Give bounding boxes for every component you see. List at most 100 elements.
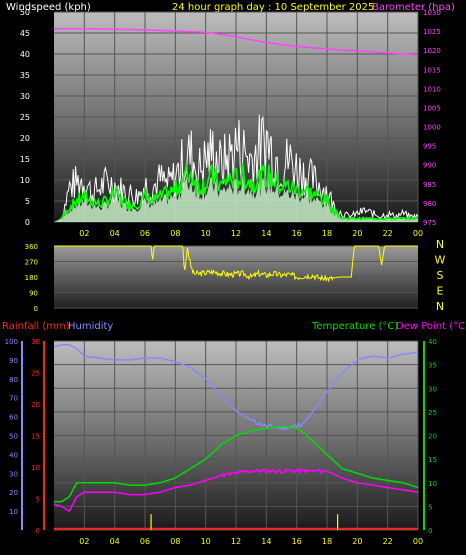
temp-tick-label: 20 — [428, 433, 437, 441]
wind-x-tick-label: 22 — [383, 229, 393, 238]
direction-tick-label: 270 — [25, 259, 38, 267]
wind-x-tick-label: 00 — [413, 229, 423, 238]
humidity-tick-label: 30 — [9, 470, 18, 478]
barometer-tick-label: 1030 — [423, 9, 441, 17]
rain-tick-label: 20 — [31, 401, 40, 409]
wind-x-tick-label: 16 — [292, 229, 302, 238]
dewpoint-label: Dew Point (°C) — [396, 321, 466, 332]
wind-left-tick-label: 10 — [20, 176, 30, 185]
wind-x-tick-label: 02 — [79, 229, 89, 238]
direction-tick-label: 0 — [34, 305, 38, 313]
wind-gust-series — [59, 114, 419, 222]
wind-x-tick-label: 18 — [322, 229, 332, 238]
rainfall-label: Rainfall (mm) — [2, 321, 70, 332]
temp-x-tick-label: 16 — [292, 537, 302, 546]
wind-x-tick-label: 12 — [231, 229, 241, 238]
wind-left-tick-label: 15 — [20, 155, 30, 164]
direction-tick-label: 180 — [25, 274, 38, 282]
temp-x-tick-label: 14 — [261, 537, 271, 546]
humidity-tick-label: 90 — [9, 357, 18, 365]
wind-x-tick-label: 04 — [110, 229, 120, 238]
compass-label: W — [435, 254, 446, 267]
rain-tick-label: 0 — [36, 527, 40, 535]
temp-tick-label: 30 — [428, 385, 437, 393]
wind-left-tick-label: 25 — [20, 113, 30, 122]
wind-x-tick-label: 08 — [170, 229, 180, 238]
temp-x-tick-label: 02 — [79, 537, 89, 546]
direction-tick-label: 90 — [29, 290, 38, 298]
rain-tick-label: 5 — [36, 496, 40, 504]
wind-left-tick-label: 5 — [25, 197, 30, 206]
humidity-tick-label: 60 — [9, 414, 18, 422]
temperature-label: Temperature (°C) — [311, 321, 398, 332]
temp-tick-label: 10 — [428, 480, 437, 488]
humidity-tick-label: 50 — [9, 433, 18, 441]
temp-tick-label: 15 — [428, 456, 437, 464]
humidity-series — [53, 344, 419, 432]
humidity-tick-label: 70 — [9, 395, 18, 403]
barometer-series — [54, 28, 419, 56]
wind-x-tick-label: 06 — [140, 229, 150, 238]
barometer-tick-label: 1025 — [423, 28, 441, 36]
barometer-tick-label: 1000 — [423, 124, 441, 132]
temp-x-tick-label: 06 — [140, 537, 150, 546]
rain-tick-label: 15 — [31, 433, 40, 441]
temp-tick-label: 5 — [428, 503, 432, 511]
temp-x-tick-label: 20 — [352, 537, 362, 546]
wind-x-tick-label: 14 — [261, 229, 271, 238]
compass-label: E — [437, 285, 444, 298]
barometer-tick-label: 980 — [423, 200, 436, 208]
temp-x-tick-label: 04 — [110, 537, 120, 546]
windspeed-label: Windspeed (kph) — [6, 2, 91, 13]
barometer-tick-label: 1015 — [423, 66, 441, 74]
rain-tick-label: 10 — [31, 464, 40, 472]
temp-tick-label: 35 — [428, 362, 437, 370]
barometer-label: Barometer (hpa) — [372, 2, 455, 13]
barometer-tick-label: 975 — [423, 219, 436, 227]
compass-label: N — [436, 238, 444, 251]
barometer-tick-label: 1010 — [423, 85, 441, 93]
temp-x-tick-label: 10 — [201, 537, 211, 546]
humidity-tick-label: 20 — [9, 489, 18, 497]
temp-humidity-chart: 0510152025303540102030405060708090100051… — [5, 338, 437, 546]
humidity-tick-label: 100 — [5, 338, 18, 346]
graph-title: 24 hour graph day : 10 September 2025 — [172, 2, 374, 13]
wind-left-tick-label: 0 — [25, 218, 30, 227]
temp-x-tick-label: 08 — [170, 537, 180, 546]
rain-tick-label: 30 — [31, 338, 40, 346]
temp-x-tick-label: 00 — [413, 537, 423, 546]
temperature-series — [54, 425, 419, 503]
compass-label: S — [437, 269, 444, 282]
barometer-tick-label: 985 — [423, 181, 436, 189]
wind-left-tick-label: 30 — [20, 92, 30, 101]
wind-x-tick-label: 20 — [352, 229, 362, 238]
humidity-tick-label: 40 — [9, 451, 18, 459]
wind-left-tick-label: 35 — [20, 71, 30, 80]
rain-tick-label: 25 — [31, 370, 40, 378]
wind-barometer-chart: 0510152025303540455097598098599099510001… — [20, 8, 441, 238]
dewpoint-series — [53, 467, 419, 513]
wind-left-tick-label: 20 — [20, 134, 30, 143]
humidity-tick-label: 80 — [9, 376, 18, 384]
temp-tick-label: 25 — [428, 409, 437, 417]
compass-label: N — [436, 300, 444, 313]
direction-series — [54, 245, 418, 283]
direction-tick-label: 360 — [25, 243, 38, 251]
humidity-tick-label: 10 — [9, 508, 18, 516]
wind-left-tick-label: 50 — [20, 8, 30, 17]
barometer-tick-label: 1005 — [423, 104, 441, 112]
temp-x-tick-label: 22 — [383, 537, 393, 546]
wind-average-area — [54, 174, 418, 222]
temp-tick-label: 0 — [428, 527, 432, 535]
temp-x-tick-label: 12 — [231, 537, 241, 546]
wind-left-tick-label: 45 — [20, 29, 30, 38]
barometer-tick-label: 995 — [423, 143, 436, 151]
barometer-tick-label: 990 — [423, 162, 436, 170]
humidity-label: Humidity — [68, 321, 113, 332]
barometer-tick-label: 1020 — [423, 47, 441, 55]
temp-x-tick-label: 18 — [322, 537, 332, 546]
temp-tick-label: 40 — [428, 338, 437, 346]
